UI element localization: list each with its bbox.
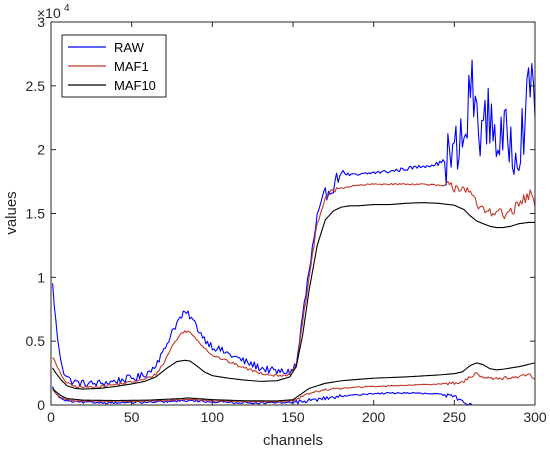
x-tick-label: 300 [523,409,547,425]
series-line-maf10-upper [52,202,535,390]
series-line-raw-upper [52,59,536,388]
series-line-maf10-lower [52,362,536,402]
legend-label-raw: RAW [114,40,145,55]
y-axis-label: values [3,191,20,234]
y-tick-label: 0 [37,397,45,413]
series-line-maf1-lower [52,371,536,403]
x-tick-label: 250 [443,409,467,425]
y-tick-label: 2.5 [26,78,46,94]
x-axis-label: channels [263,432,323,449]
y-tick-label: 1.5 [26,206,46,222]
series-line-maf1-upper [52,180,536,389]
y-multiplier-exponent: 4 [64,3,70,14]
y-tick-label: 3 [37,14,45,30]
y-multiplier-base: ×10 [37,5,61,21]
y-tick-label: 1 [37,269,45,285]
legend-label-maf1: MAF1 [114,59,149,74]
x-tick-label: 150 [281,409,305,425]
legend-label-maf10: MAF10 [114,78,156,93]
series-line-raw-lower [52,386,474,406]
y-tick-label: 0.5 [26,333,46,349]
x-tick-label: 50 [124,409,140,425]
y-tick-label: 2 [37,142,45,158]
series-layer [52,59,536,406]
x-tick-label: 200 [362,409,386,425]
x-tick-label: 0 [47,409,55,425]
x-tick-label: 100 [201,409,225,425]
ticks-layer: 0 50 100 150 200 250 300 0 0.5 1 1.5 2 2.5 3 [26,14,547,425]
legend: RAW MAF1 MAF10 [61,34,167,98]
